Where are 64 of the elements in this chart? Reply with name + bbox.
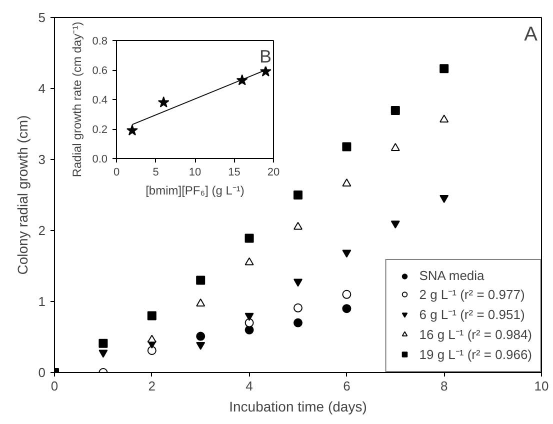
y-tick-label: 0.0 xyxy=(92,154,108,166)
point xyxy=(147,334,156,343)
point xyxy=(390,106,400,116)
point xyxy=(244,234,254,243)
legend-label: 6 g L⁻¹ (r² = 0.951) xyxy=(419,306,525,323)
point xyxy=(440,195,449,203)
point xyxy=(98,338,108,348)
point xyxy=(390,143,400,151)
legend-label: 2 g L⁻¹ (r² = 0.977) xyxy=(419,286,525,303)
point xyxy=(342,304,352,314)
x-tick-label: 15 xyxy=(228,166,240,178)
point xyxy=(244,312,254,321)
annotation: B xyxy=(259,46,272,66)
point xyxy=(294,190,302,200)
point xyxy=(98,350,108,358)
point xyxy=(196,298,206,306)
point xyxy=(196,276,206,285)
point xyxy=(147,311,156,320)
x-tick-label: 4 xyxy=(246,378,253,394)
y-tick-label: 3 xyxy=(38,152,46,167)
x-axis-title: Incubation time (days) xyxy=(229,398,367,414)
legend-label: 16 g L⁻¹ (r² = 0.984) xyxy=(419,326,532,343)
legend-label: 19 g L⁻¹ (r² = 0.966) xyxy=(419,346,532,363)
point xyxy=(342,250,352,258)
point xyxy=(440,64,449,74)
y-tick-label: 5 xyxy=(38,10,46,25)
point xyxy=(342,142,352,152)
y-axis-title: Radial growth rate (cm day⁻¹) xyxy=(70,22,84,178)
x-tick-label: 6 xyxy=(343,378,350,394)
annotation: A xyxy=(524,24,538,46)
y-tick-label: 4 xyxy=(38,81,46,96)
point xyxy=(342,178,352,186)
x-tick-label: 8 xyxy=(440,378,448,394)
y-tick-label: 1 xyxy=(38,294,46,309)
y-tick-label: 0.4 xyxy=(92,94,108,106)
x-tick-label: 0 xyxy=(113,166,120,178)
point xyxy=(196,342,206,350)
x-tick-label: 10 xyxy=(188,166,202,178)
x-tick-label: 0 xyxy=(50,378,58,394)
point xyxy=(244,257,254,266)
x-axis-title: [bmim][PF₆] (g L⁻¹) xyxy=(146,184,244,198)
point xyxy=(294,303,302,312)
point xyxy=(294,278,302,287)
point xyxy=(342,290,352,299)
y-tick-label: 0.2 xyxy=(92,124,108,136)
y-tick-label: 0.8 xyxy=(92,36,108,48)
y-tick-label: 2 xyxy=(38,223,46,238)
legend-label: SNA media xyxy=(419,268,484,283)
point xyxy=(126,124,138,136)
y-tick-label: 0.6 xyxy=(92,65,108,77)
point xyxy=(158,96,170,108)
point xyxy=(244,318,254,328)
y-tick-label: 0 xyxy=(38,365,46,380)
point xyxy=(294,222,302,230)
point xyxy=(294,318,302,328)
y-axis-title: Colony radial growth (cm) xyxy=(14,115,30,275)
point xyxy=(147,346,156,355)
point xyxy=(440,114,449,123)
x-tick-label: 20 xyxy=(267,166,280,178)
point xyxy=(390,220,400,229)
x-tick-label: 2 xyxy=(148,378,156,394)
x-tick-label: 10 xyxy=(534,378,549,394)
x-tick-label: 5 xyxy=(152,166,159,178)
point xyxy=(196,332,206,341)
